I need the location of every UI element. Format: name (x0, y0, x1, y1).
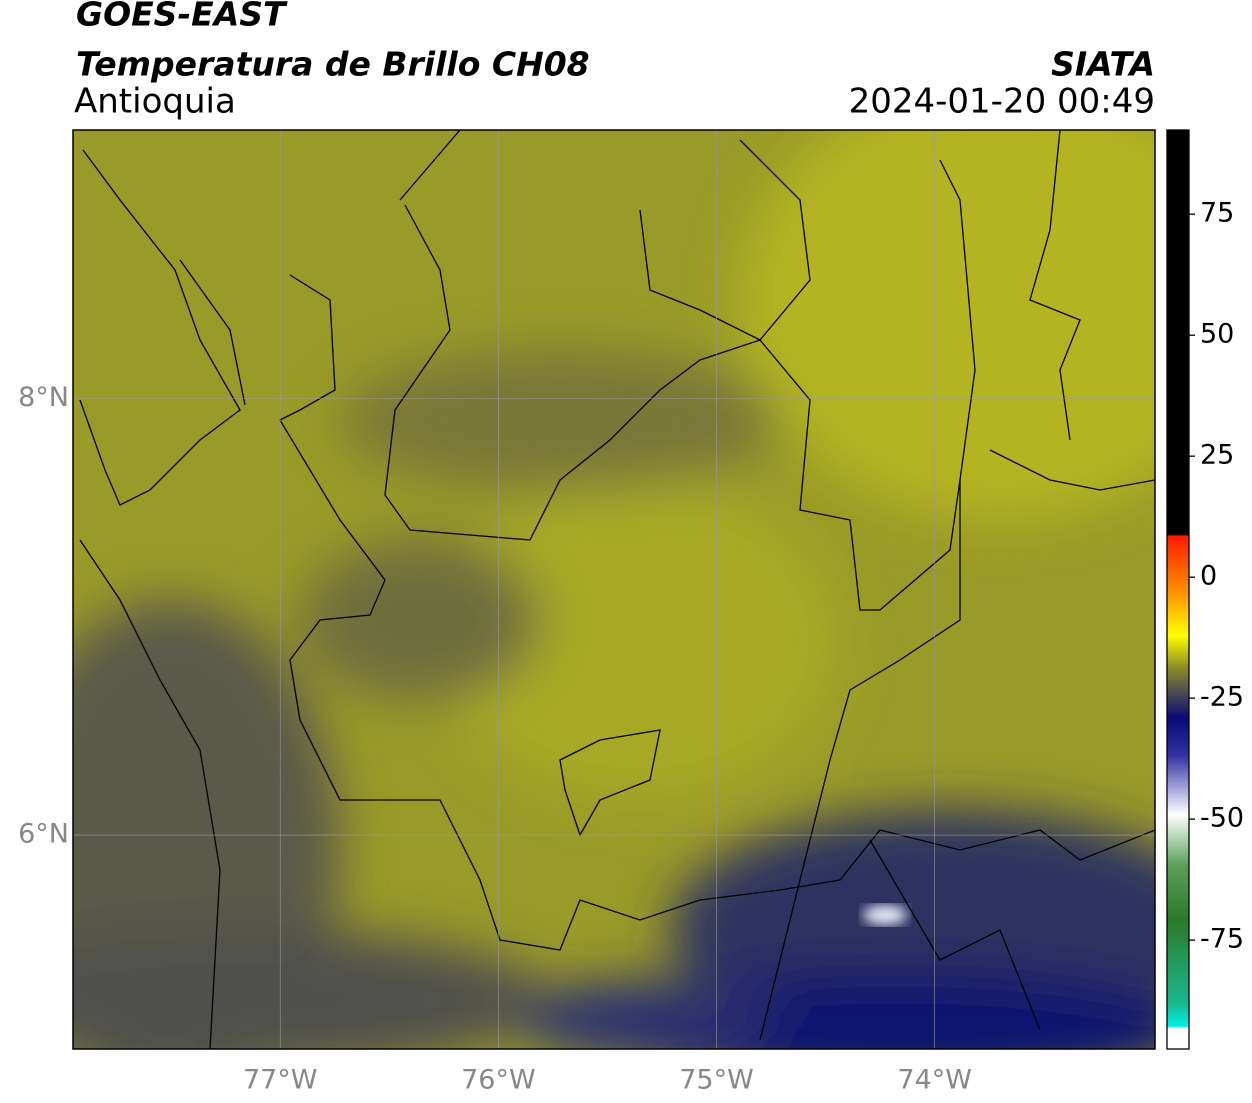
source-label: SIATA (1051, 45, 1155, 84)
product-title: Temperatura de Brillo CH08 (76, 45, 590, 84)
colorbar-tick-label: -50 (1200, 803, 1244, 834)
colorbar-tick-label: -75 (1200, 924, 1244, 955)
colorbar-tick-label: 0 (1200, 561, 1217, 592)
colorbar-tick-label: 50 (1200, 319, 1234, 350)
y-tick-label: 8°N (18, 382, 69, 413)
x-tick-label: 77°W (243, 1065, 318, 1096)
colorbar-tick-label: 25 (1200, 440, 1234, 471)
x-tick-label: 76°W (461, 1065, 536, 1096)
colorbar-tick-label: 75 (1200, 198, 1234, 229)
y-tick-label: 6°N (18, 819, 69, 850)
colorbar (1166, 129, 1190, 1050)
satellite-image (73, 130, 1155, 1049)
x-tick-label: 74°W (897, 1065, 972, 1096)
timestamp: 2024-01-20 00:49 (849, 82, 1155, 122)
region-label: Antioquia (74, 82, 236, 122)
colorbar-tick-label: -25 (1200, 682, 1244, 713)
x-tick-label: 75°W (679, 1065, 754, 1096)
map-frame (72, 129, 1156, 1050)
satellite-title: GOES-EAST (76, 0, 288, 34)
